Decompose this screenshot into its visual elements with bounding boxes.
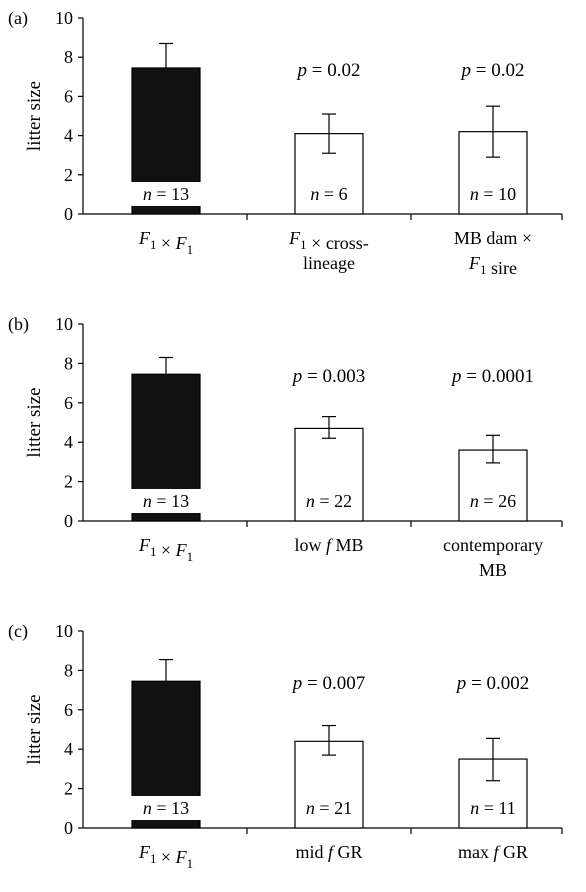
y-tick-label: 6 — [64, 700, 73, 720]
n-label-box — [130, 796, 202, 820]
panel-label: (a) — [8, 8, 28, 29]
y-tick-label: 10 — [55, 314, 73, 334]
y-tick-label: 10 — [55, 8, 73, 28]
y-tick-label: 8 — [64, 353, 73, 373]
category-label: F1 × cross- — [288, 228, 369, 253]
y-tick-label: 4 — [64, 432, 73, 452]
y-tick-label: 4 — [64, 739, 73, 759]
category-label: max f GR — [458, 842, 528, 862]
category-label: mid f GR — [295, 842, 362, 862]
y-tick-label: 2 — [64, 472, 73, 492]
panel-label: (c) — [8, 621, 28, 642]
y-tick-label: 6 — [64, 393, 73, 413]
n-label: n = 26 — [470, 491, 516, 511]
y-tick-label: 2 — [64, 779, 73, 799]
y-axis-label: litter size — [24, 694, 45, 764]
category-label: F1 sire — [468, 253, 517, 278]
category-label: low f MB — [294, 535, 363, 555]
n-label: n = 13 — [143, 491, 189, 511]
p-value-label: p = 0.003 — [291, 366, 365, 387]
y-tick-label: 10 — [55, 621, 73, 641]
n-label: n = 13 — [143, 798, 189, 818]
p-value-label: p = 0.02 — [296, 60, 361, 81]
p-value-label: p = 0.002 — [455, 673, 529, 694]
y-tick-label: 8 — [64, 660, 73, 680]
chart-panel: (c) 0 2 4 6 8 10 litter size n = 13 F1 × F1 n = 21… — [8, 621, 563, 871]
y-tick-label: 6 — [64, 86, 73, 106]
n-label: n = 10 — [470, 184, 516, 204]
bar-open — [294, 427, 364, 522]
panel-label: (b) — [8, 314, 29, 335]
p-value-label: p = 0.0001 — [450, 366, 534, 387]
n-label: n = 11 — [470, 798, 516, 818]
y-tick-label: 0 — [64, 204, 73, 224]
y-axis-label: litter size — [24, 387, 45, 457]
y-tick-label: 0 — [64, 511, 73, 531]
category-label: F1 × F1 — [138, 535, 193, 564]
category-label: contemporary — [443, 535, 543, 555]
y-tick-label: 4 — [64, 126, 73, 146]
n-label: n = 21 — [306, 798, 352, 818]
category-label: F1 × F1 — [138, 228, 193, 257]
p-value-label: p = 0.02 — [460, 60, 525, 81]
chart-panel: (b) 0 2 4 6 8 10 litter size n = 13 F1 × F1 n = 22… — [8, 314, 563, 580]
category-label: F1 × F1 — [138, 842, 193, 871]
chart-panel: (a) 0 2 4 6 8 10 litter size n = 13 F1 × F1 n = 6 p… — [8, 8, 563, 278]
category-label: MB — [479, 560, 507, 580]
y-axis-label: litter size — [24, 81, 45, 151]
n-label: n = 6 — [310, 184, 347, 204]
n-label: n = 22 — [306, 491, 352, 511]
bar-open — [294, 740, 364, 829]
y-tick-label: 2 — [64, 165, 73, 185]
y-tick-label: 8 — [64, 47, 73, 67]
n-label-box — [130, 489, 202, 513]
category-label: lineage — [303, 253, 355, 273]
y-tick-label: 0 — [64, 818, 73, 838]
category-label: MB dam × — [454, 228, 532, 248]
p-value-label: p = 0.007 — [291, 673, 365, 694]
n-label-box — [130, 182, 202, 206]
n-label: n = 13 — [143, 184, 189, 204]
